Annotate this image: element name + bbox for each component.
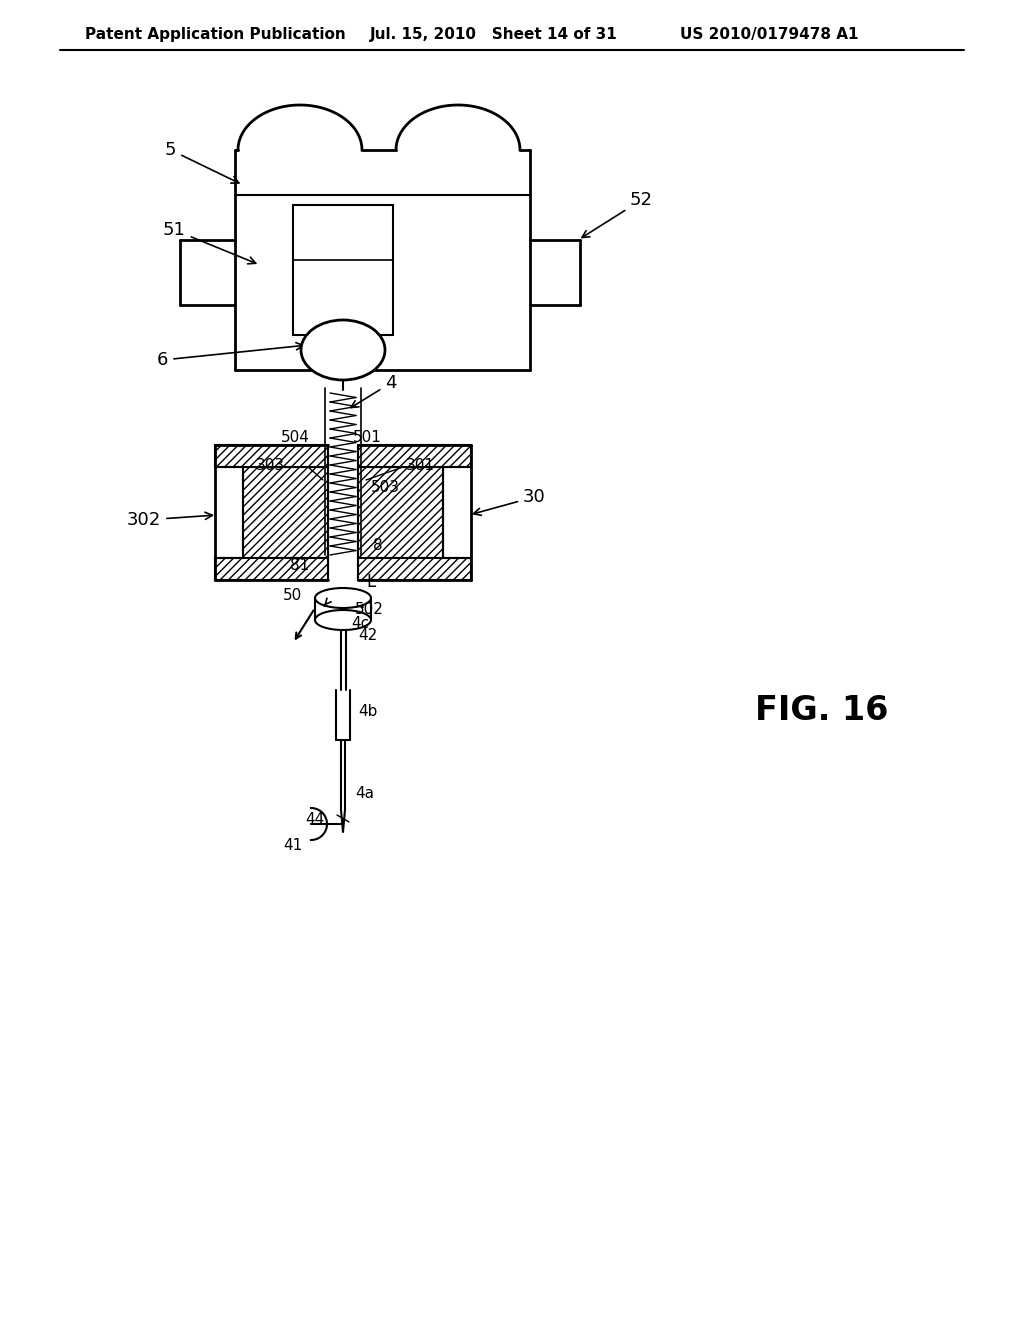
Text: 44: 44 xyxy=(305,813,325,828)
Text: 501: 501 xyxy=(353,429,382,445)
Text: 51: 51 xyxy=(163,220,256,264)
Text: 502: 502 xyxy=(355,602,384,618)
Text: 50: 50 xyxy=(283,589,302,603)
Text: 5: 5 xyxy=(165,141,239,183)
Text: L: L xyxy=(366,573,375,591)
Text: 8: 8 xyxy=(373,537,383,553)
Text: 504: 504 xyxy=(281,429,310,445)
Text: Jul. 15, 2010   Sheet 14 of 31: Jul. 15, 2010 Sheet 14 of 31 xyxy=(370,28,617,42)
Text: 4b: 4b xyxy=(358,705,378,719)
Text: 503: 503 xyxy=(371,480,400,495)
Text: 301: 301 xyxy=(406,458,435,473)
Bar xyxy=(358,467,443,558)
Bar xyxy=(215,445,328,467)
Ellipse shape xyxy=(315,610,371,630)
Bar xyxy=(358,445,471,467)
Ellipse shape xyxy=(315,587,371,609)
Text: 4a: 4a xyxy=(355,787,374,801)
Text: 30: 30 xyxy=(473,488,546,515)
Text: 6: 6 xyxy=(157,343,303,370)
Text: 302: 302 xyxy=(127,511,212,529)
Text: 81: 81 xyxy=(290,557,309,573)
Text: 42: 42 xyxy=(358,627,377,643)
Ellipse shape xyxy=(301,319,385,380)
Text: Patent Application Publication: Patent Application Publication xyxy=(85,28,346,42)
Bar xyxy=(215,558,328,579)
Text: FIG. 16: FIG. 16 xyxy=(755,693,889,726)
Text: US 2010/0179478 A1: US 2010/0179478 A1 xyxy=(680,28,858,42)
Bar xyxy=(293,205,393,335)
Text: 303: 303 xyxy=(256,458,285,473)
Bar xyxy=(332,339,354,360)
Text: 4c: 4c xyxy=(351,615,369,631)
Text: 41: 41 xyxy=(283,838,302,854)
Bar xyxy=(243,467,328,558)
Bar xyxy=(358,558,471,579)
Text: 4: 4 xyxy=(351,374,396,408)
Text: 52: 52 xyxy=(582,191,653,238)
